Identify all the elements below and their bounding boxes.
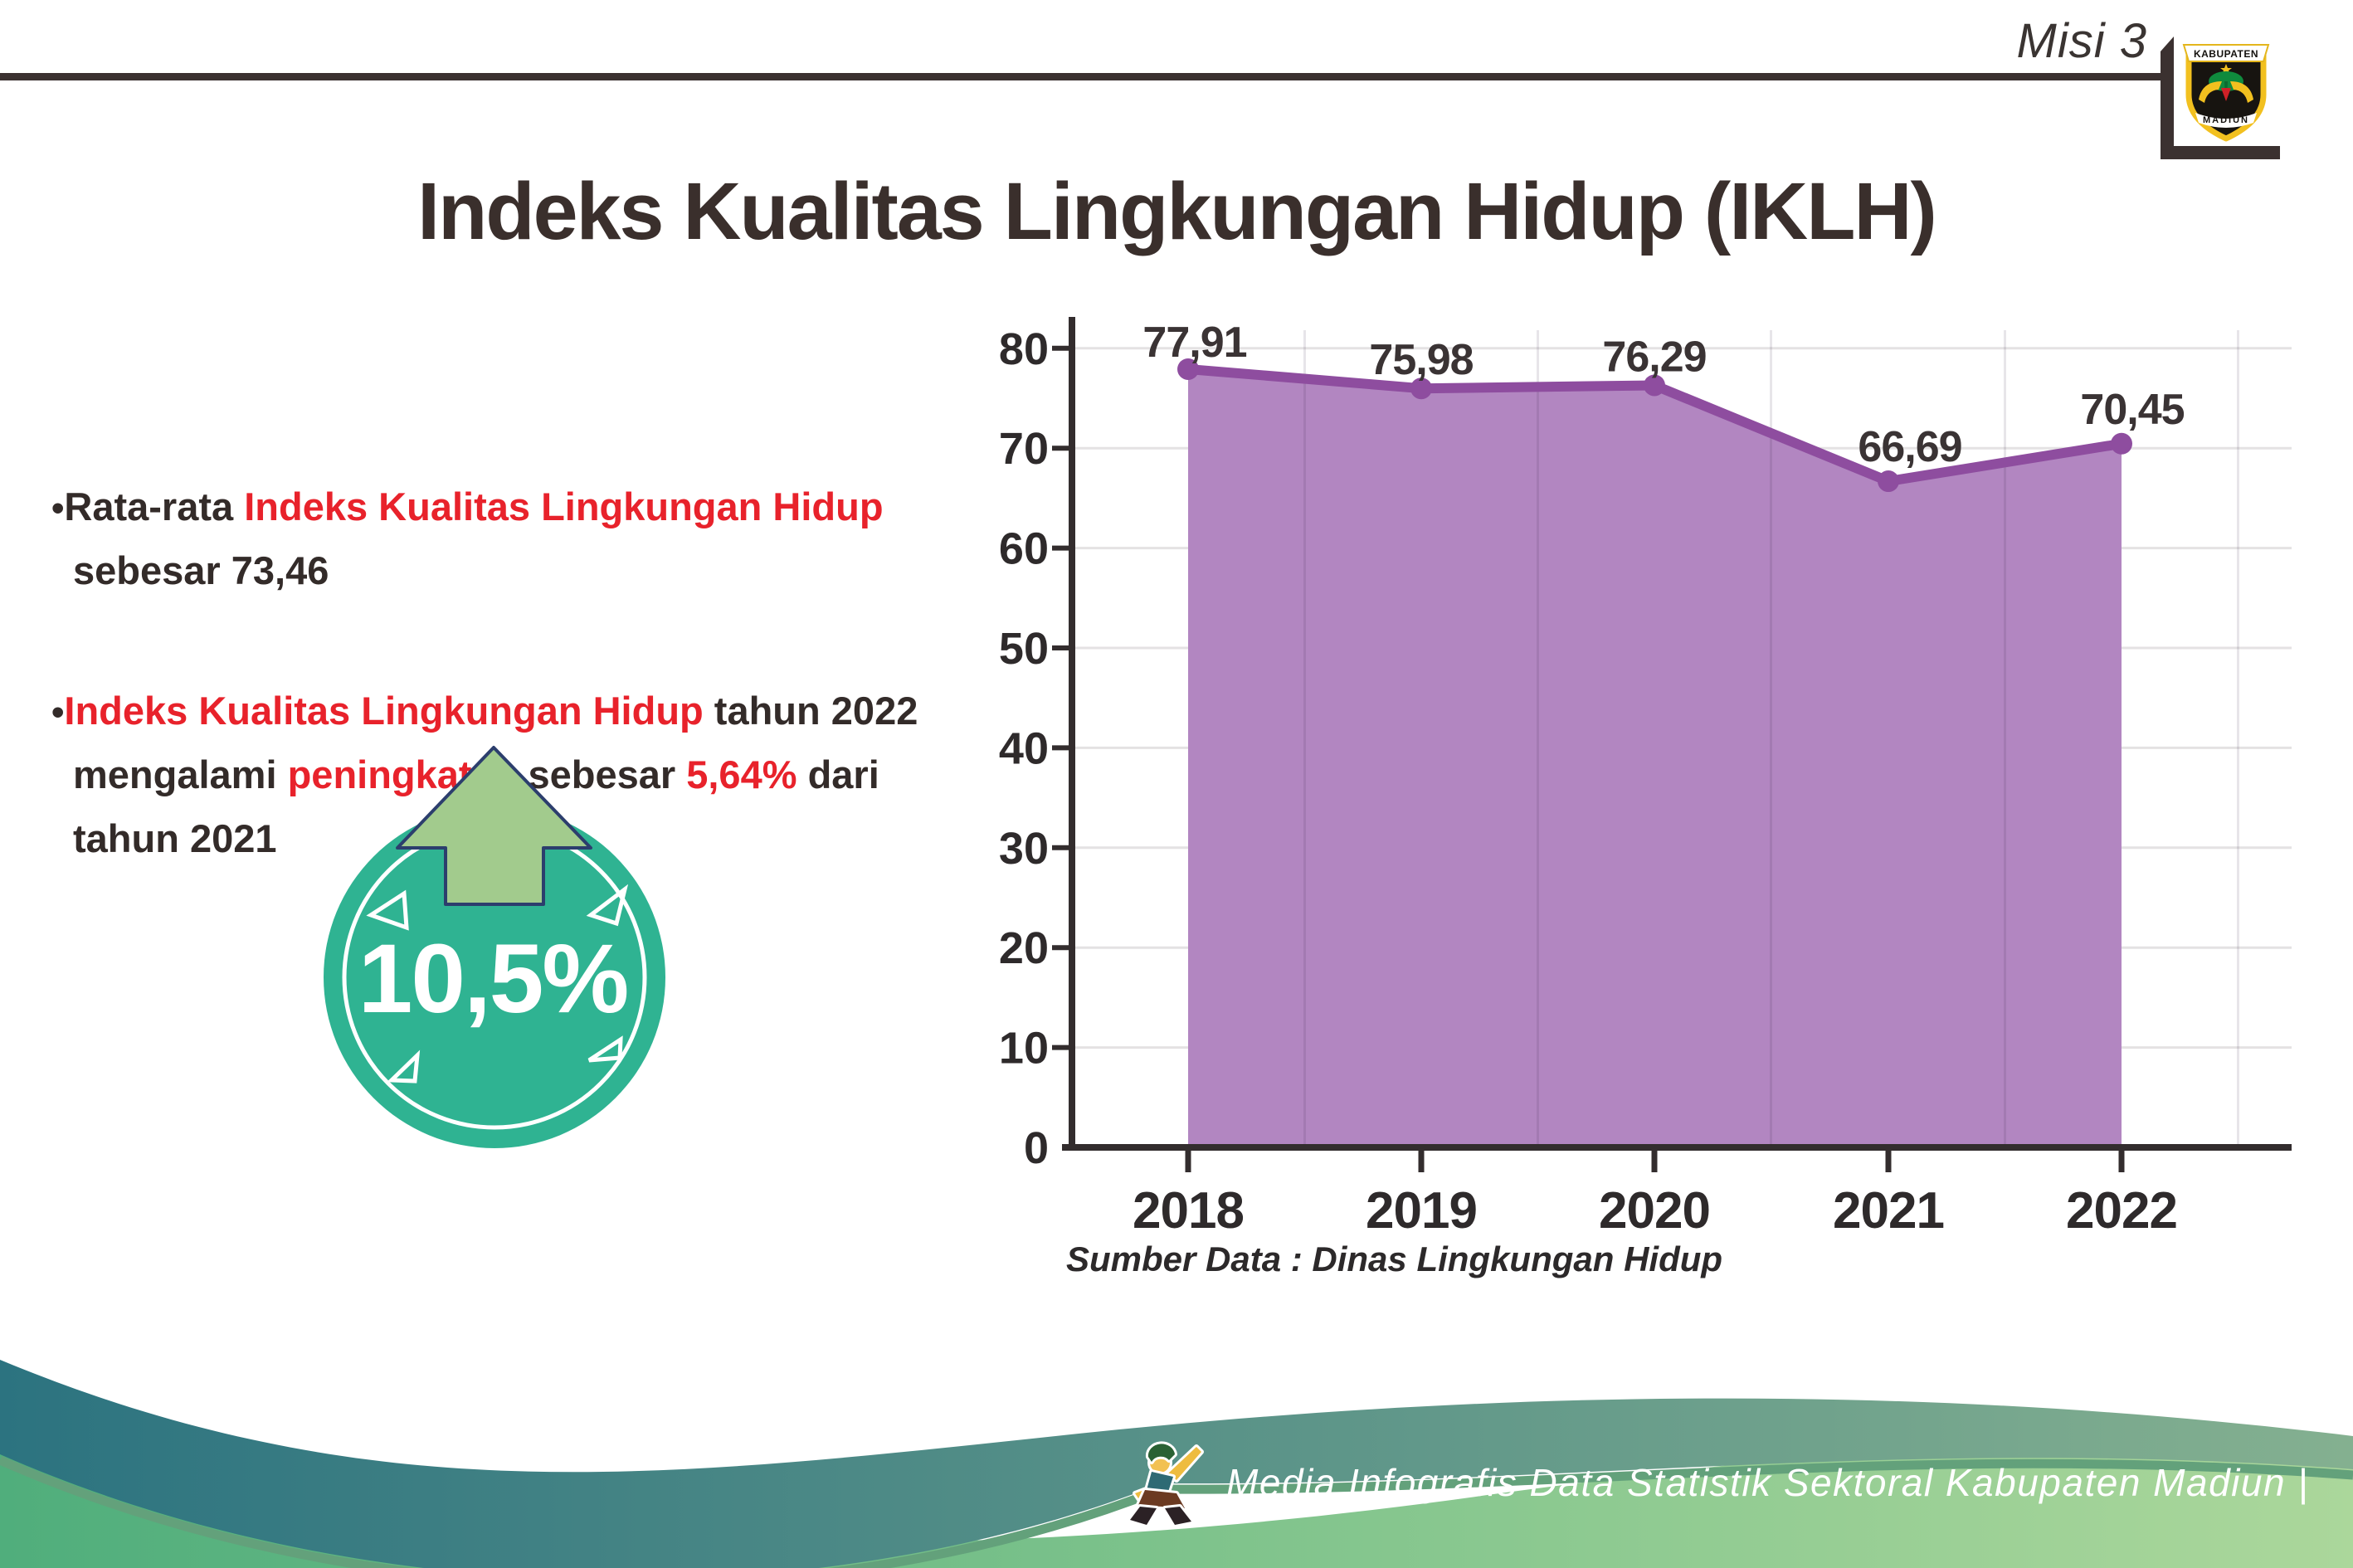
data-point-label: 77,91 [1142, 319, 1246, 367]
footer-waves [0, 1360, 2353, 1568]
logo-wing-left [2199, 81, 2222, 103]
logo-bottom-band [2195, 113, 2257, 128]
logo-banner-text: KABUPATEN [2194, 48, 2258, 60]
data-point-label: 66,69 [1858, 423, 1961, 471]
spark-triangle-upper-right [586, 884, 629, 927]
spark-triangle-lower-right [587, 1035, 623, 1063]
header-rule [0, 73, 2161, 80]
frame-horizontal-bar [2161, 146, 2280, 159]
y-tick-label: 70 [999, 424, 1049, 474]
data-point-label: 76,29 [1602, 333, 1706, 381]
mascot-hat [1145, 1441, 1177, 1464]
mascot-leg-right [1162, 1504, 1194, 1527]
y-axis [1069, 317, 1075, 1151]
bullet-segment: Rata-rata [64, 485, 245, 528]
y-tick-label: 20 [999, 923, 1049, 973]
bullet-dot: • [51, 692, 65, 733]
data-point [1644, 374, 1665, 397]
chart-svg: 0 10 20 30 40 50 60 70 80 2018 2019 2020 2021 2022 77,… [999, 317, 2292, 1239]
up-arrow-icon [396, 746, 592, 906]
y-tick-label: 10 [999, 1024, 1049, 1074]
logo-banner [2182, 44, 2270, 62]
x-tick-label: 2020 [1599, 1182, 1710, 1239]
logo-corner-frame [2161, 37, 2280, 159]
bullet-segment-red: Indeks Kualitas Lingkungan Hidup [244, 485, 884, 528]
y-tick-label: 0 [1024, 1123, 1049, 1173]
y-tick-label: 50 [999, 624, 1049, 674]
frame-vertical-bar [2161, 37, 2174, 159]
logo-ribbon [2221, 88, 2231, 101]
kabupaten-madiun-logo: KABUPATEN MADIUN [2182, 44, 2270, 142]
y-tick-label: 80 [999, 324, 1049, 374]
mascot-leg-left [1128, 1504, 1159, 1527]
page-title: Indeks Kualitas Lingkungan Hidup (IKLH) [417, 165, 1937, 256]
bullet-segment: dari tahun 2021 [73, 752, 879, 861]
bullet-segment: sebesar [517, 752, 687, 797]
logo-bottom-text: MADIUN [2203, 115, 2249, 125]
bullet-segment: tahun 2022 mengalami [73, 689, 918, 797]
x-axis [1062, 1144, 2292, 1151]
mascot-skirt [1136, 1488, 1187, 1511]
x-tick-label: 2022 [2066, 1182, 2177, 1239]
misi-label: Misi 3 [2016, 14, 2147, 68]
data-point-label: 75,98 [1369, 336, 1473, 384]
data-point [1878, 470, 1899, 493]
spark-triangle-lower-left [387, 1049, 421, 1083]
increase-badge: 10,5% [324, 746, 665, 1148]
footer-caption: Media Infografis Data Statistik Sektoral… [1226, 1461, 2309, 1504]
data-point [1177, 358, 1199, 380]
iklh-area-chart: 0 10 20 30 40 50 60 70 80 2018 2019 2020 2021 2022 77,… [971, 305, 2331, 1311]
logo-wing-right [2230, 81, 2253, 103]
y-tick-label: 30 [999, 824, 1049, 874]
badge-value: 10,5% [358, 924, 628, 1034]
badge-spark-triangles [366, 884, 629, 1083]
source-note: Sumber Data : Dinas Lingkungan Hidup [1066, 1239, 1723, 1278]
y-tick-label: 60 [999, 524, 1049, 574]
area-fill [1188, 368, 2122, 1147]
x-tick-label: 2019 [1366, 1182, 1477, 1239]
x-tick-label: 2021 [1833, 1182, 1944, 1239]
data-point-label: 70,45 [2080, 386, 2184, 434]
bullet-dot: • [51, 488, 65, 528]
y-tick-label: 40 [999, 723, 1049, 773]
bullet-segment-red: 5,64% [686, 752, 797, 797]
x-tick-label: 2018 [1133, 1182, 1244, 1239]
data-point [1410, 377, 1432, 400]
data-point [2111, 432, 2132, 455]
mascot-icon [1128, 1441, 1204, 1527]
bullet-segment-red: Indeks Kualitas Lingkungan Hidup [64, 689, 704, 733]
bullet-segment: sebesar 73,46 [73, 548, 329, 593]
spark-triangle-upper-left [366, 889, 409, 931]
bullet-item-1: •Rata-rata Indeks Kualitas Lingkungan Hi… [51, 475, 941, 602]
